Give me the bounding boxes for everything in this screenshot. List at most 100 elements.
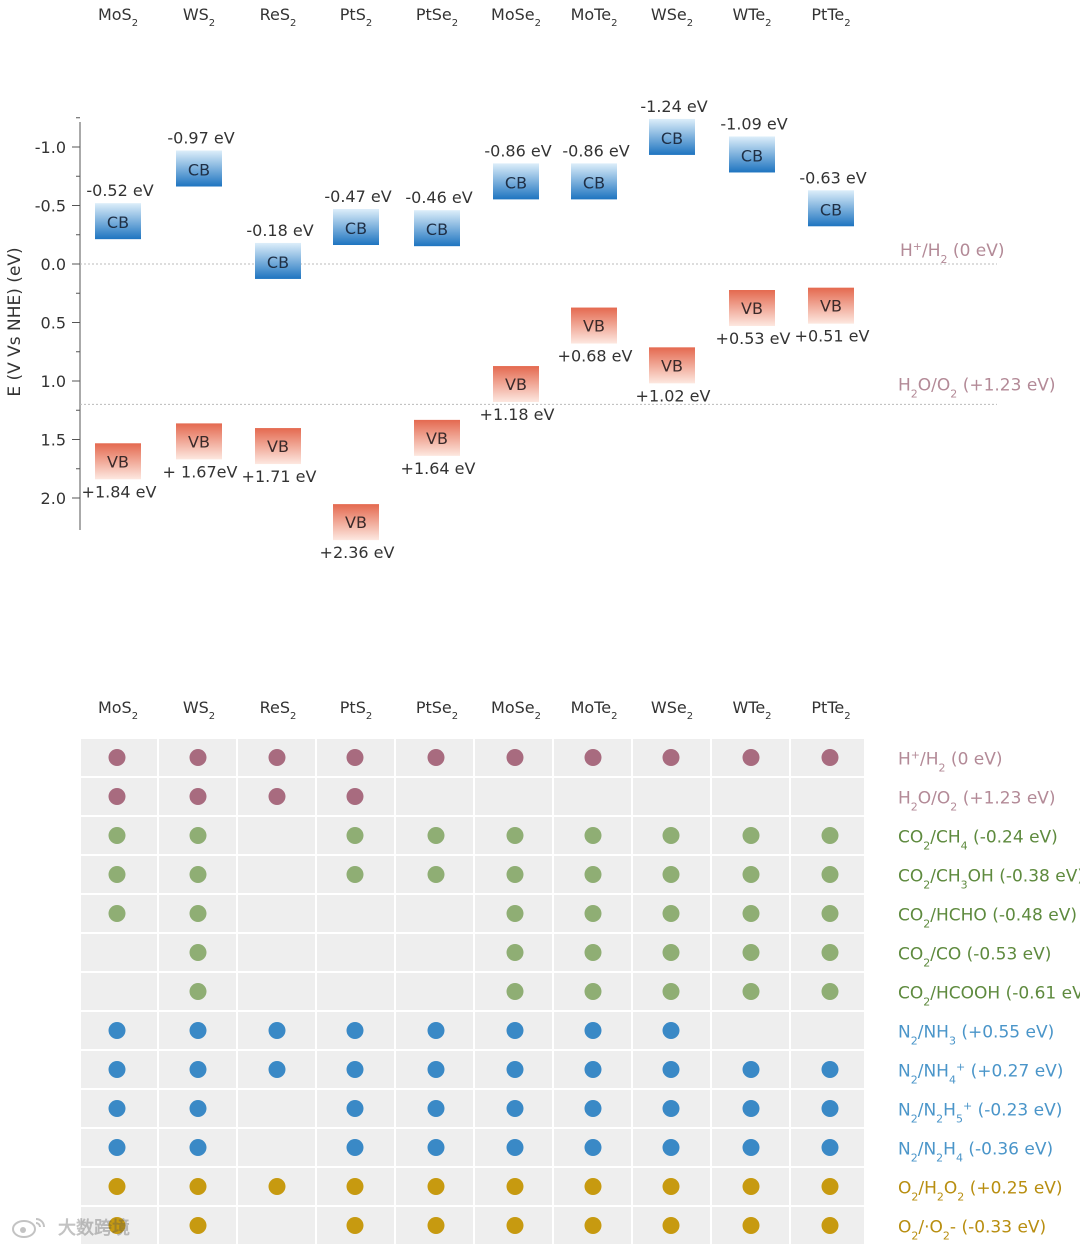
vb-text: VB: [820, 297, 842, 316]
label-part: 2: [943, 1229, 950, 1242]
vb-value-label: +2.36 eV: [320, 543, 395, 562]
grid-dot: [108, 1178, 126, 1195]
grid-dot: [268, 1061, 286, 1078]
grid-dot: [189, 1061, 207, 1078]
grid-cell: [396, 934, 473, 971]
material-header-ptse2: PtSe2: [416, 5, 458, 29]
grid-dot: [108, 1061, 126, 1078]
material-header-res2: ReS2: [260, 5, 297, 29]
grid-dot: [821, 905, 839, 922]
label-part: CO: [898, 828, 923, 848]
grid-cell: [238, 1207, 315, 1244]
reaction-label: CO2/CH4 (-0.24 eV): [898, 828, 1058, 853]
y-tick-label: -1.0: [35, 138, 66, 157]
grid-dot: [506, 944, 524, 961]
grid-dot: [268, 1022, 286, 1039]
reaction-label: N2/NH4+ (+0.27 eV): [898, 1060, 1063, 1086]
grid-dot: [346, 749, 364, 766]
grid-dot: [346, 866, 364, 883]
material-header-ptte2: PtTe2: [811, 5, 850, 29]
cb-value-label: -1.24 eV: [640, 97, 707, 116]
label-part: MoSe: [491, 5, 535, 24]
label-part: /H: [920, 750, 939, 770]
label-part: +: [963, 1099, 972, 1112]
vb-bar-wte2: [729, 290, 775, 327]
label-part: MoTe: [571, 698, 612, 717]
grid-dot: [584, 905, 602, 922]
grid-dot: [506, 1178, 524, 1195]
grid-dot: [742, 749, 760, 766]
cb-text: CB: [426, 220, 448, 239]
cb-value-label: -0.47 eV: [324, 187, 391, 206]
label-part: (+0.27 eV): [965, 1062, 1063, 1082]
grid-dot: [506, 1139, 524, 1156]
label-part: 2: [936, 1151, 943, 1164]
grid-cell: [238, 895, 315, 932]
label-part: ReS: [260, 5, 290, 24]
material-header-wte2: WTe2: [732, 5, 771, 29]
label-part: WTe: [732, 5, 765, 24]
label-part: 2: [911, 800, 918, 813]
cb-bar-res2: [255, 242, 301, 279]
cb-value-label: -0.18 eV: [246, 221, 313, 240]
grid-dot: [584, 1139, 602, 1156]
grid-dot: [427, 827, 445, 844]
label-part: 2: [950, 387, 957, 400]
vb-value-label: +0.68 eV: [558, 347, 633, 366]
grid-dot: [346, 1139, 364, 1156]
grid-dot: [506, 1100, 524, 1117]
grid-column-header: ReS2: [260, 698, 297, 722]
label-part: O/O: [918, 789, 951, 809]
reaction-label: H+/H2 (0 eV): [898, 748, 1003, 774]
cb-text: CB: [820, 200, 842, 219]
grid-dot: [346, 1217, 364, 1234]
label-part: 5: [956, 1112, 963, 1125]
vb-bar-ptse2: [414, 419, 460, 456]
label-part: MoSe: [491, 698, 535, 717]
y-tick-label: 0.0: [41, 255, 66, 274]
label-part: N: [898, 1062, 911, 1082]
grid-dot: [346, 1061, 364, 1078]
grid-dot: [427, 749, 445, 766]
label-part: /H: [918, 1179, 937, 1199]
vb-text: VB: [741, 299, 763, 318]
vb-text: VB: [505, 375, 527, 394]
cb-text: CB: [267, 253, 289, 272]
label-part: 2: [911, 387, 918, 400]
label-part: +: [911, 748, 920, 761]
grid-dot: [662, 1061, 680, 1078]
label-part: 2: [611, 711, 617, 722]
label-part: WSe: [651, 5, 687, 24]
reference-label: H+/H2 (0 eV): [900, 240, 1005, 266]
cb-bar-wte2: [729, 136, 775, 173]
grid-dot: [346, 1178, 364, 1195]
label-part: N: [898, 1023, 911, 1043]
grid-dot: [506, 866, 524, 883]
grid-dot: [189, 866, 207, 883]
label-part: 2: [132, 18, 138, 29]
vb-text: VB: [345, 513, 367, 532]
label-part: 2: [452, 18, 458, 29]
label-part: /CH: [930, 867, 960, 887]
label-part: (-0.23 eV): [972, 1101, 1062, 1121]
y-axis-title: E (V Vs NHE) (eV): [5, 247, 25, 396]
grid-dot: [821, 983, 839, 1000]
cb-bar-ptse2: [414, 210, 460, 247]
grid-dot: [662, 827, 680, 844]
vb-value-label: +0.53 eV: [716, 329, 791, 348]
grid-dot: [742, 905, 760, 922]
cb-value-label: -1.09 eV: [720, 114, 787, 133]
label-part: PtS: [340, 5, 366, 24]
label-part: 4: [956, 1151, 963, 1164]
grid-dot: [584, 1178, 602, 1195]
label-part: 2: [936, 1112, 943, 1125]
label-part: /H: [922, 241, 941, 261]
label-part: 2: [366, 18, 372, 29]
grid-cell: [81, 934, 157, 971]
cb-text: CB: [505, 173, 527, 192]
label-part: 2: [939, 761, 946, 774]
reaction-label: CO2/CH3OH (-0.38 eV): [898, 867, 1080, 892]
grid-dot: [108, 1022, 126, 1039]
label-part: PtTe: [811, 698, 844, 717]
label-part: WS: [183, 5, 209, 24]
